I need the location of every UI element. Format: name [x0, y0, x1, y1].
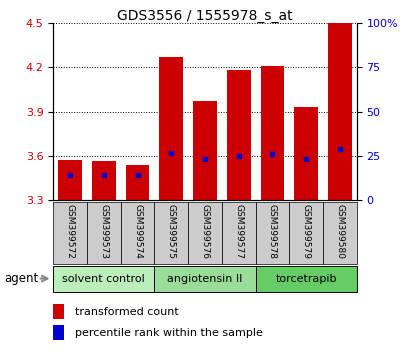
Bar [53, 304, 64, 319]
Text: GSM399572: GSM399572 [65, 204, 74, 258]
Bar [255, 202, 289, 264]
Bar [154, 202, 188, 264]
Bar [53, 202, 87, 264]
Bar [92, 161, 115, 200]
Text: GDS3556 / 1555978_s_at: GDS3556 / 1555978_s_at [117, 9, 292, 23]
Bar [260, 66, 283, 200]
Text: GSM399578: GSM399578 [267, 204, 276, 259]
Bar [294, 107, 317, 200]
Bar [226, 70, 250, 200]
Bar [188, 202, 221, 264]
Text: percentile rank within the sample: percentile rank within the sample [74, 328, 262, 338]
Text: GSM399579: GSM399579 [301, 204, 310, 259]
Bar [154, 266, 255, 292]
Text: solvent control: solvent control [62, 274, 145, 284]
Text: GSM399576: GSM399576 [200, 204, 209, 259]
Text: angiotensin II: angiotensin II [167, 274, 242, 284]
Bar [53, 266, 154, 292]
Bar [58, 160, 82, 200]
Text: GSM399575: GSM399575 [166, 204, 175, 259]
Bar [53, 325, 64, 340]
Bar [322, 202, 356, 264]
Bar [126, 165, 149, 200]
Bar [87, 202, 120, 264]
Text: transformed count: transformed count [74, 307, 178, 316]
Text: GSM399580: GSM399580 [335, 204, 344, 259]
Text: torcetrapib: torcetrapib [275, 274, 336, 284]
Text: GSM399574: GSM399574 [133, 204, 142, 258]
Bar [327, 23, 351, 200]
Bar [221, 202, 255, 264]
Text: GSM399577: GSM399577 [234, 204, 243, 259]
Text: GSM399573: GSM399573 [99, 204, 108, 259]
Bar [255, 266, 356, 292]
Bar [159, 57, 183, 200]
Text: agent: agent [4, 272, 38, 285]
Bar [193, 101, 216, 200]
Bar [289, 202, 322, 264]
Bar [120, 202, 154, 264]
